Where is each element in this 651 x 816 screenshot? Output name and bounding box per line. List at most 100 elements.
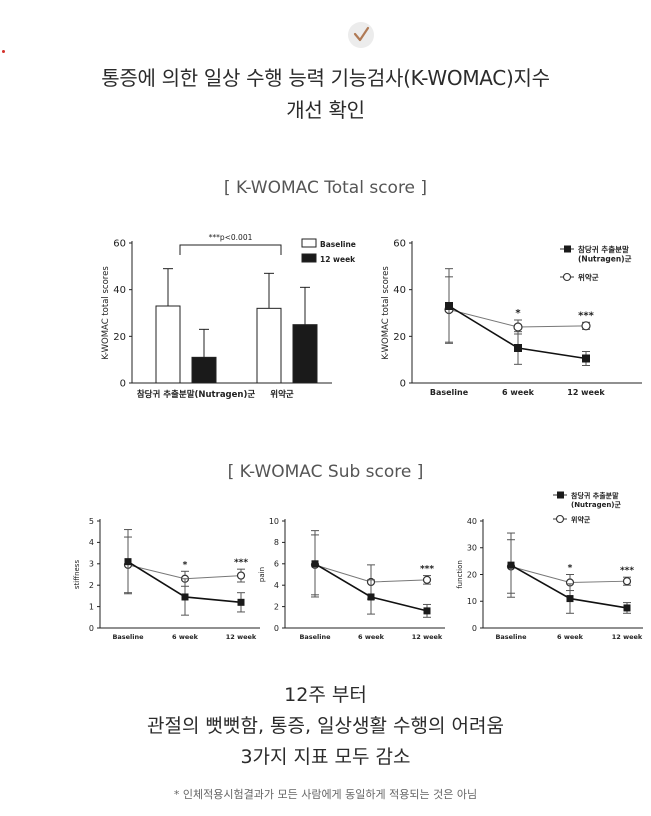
nutragen-data-point: [237, 598, 245, 606]
y-tick-label: 40: [113, 285, 126, 296]
y-tick-label: 20: [467, 570, 477, 579]
y-tick-label: 40: [393, 285, 406, 296]
legend-label: (Nutragen)군: [571, 501, 622, 509]
total-score-line-chart: 0 20 40 60 K-WOMAC total scores Baseline 6 wee…: [381, 239, 642, 397]
nutragen-data-point: [582, 354, 590, 363]
page-title-line1: 통증에 의한 일상 수행 능력 기능검사(K-WOMAC)지수: [101, 66, 550, 90]
x-tick-label: Baseline: [495, 633, 527, 641]
x-tick-label: 12 week: [226, 633, 257, 641]
placebo-data-point: [513, 322, 523, 332]
x-tick-label: 6 week: [502, 388, 535, 397]
x-tick-label: 6 week: [358, 633, 385, 641]
y-tick-label: 10: [269, 517, 279, 526]
y-axis-label: K-WOMAC total scores: [381, 266, 391, 360]
nutragen-data-point: [367, 593, 375, 601]
legend-marker: [562, 272, 572, 282]
legend-label: 참당귀 추출분말: [571, 491, 619, 500]
placebo-data-point: [422, 575, 432, 584]
y-axis-label: pain: [258, 567, 266, 582]
nutragen-data-point: [311, 560, 319, 568]
legend-label: 위약군: [571, 515, 591, 524]
y-tick-label: 0: [274, 624, 279, 633]
placebo-data-point: [622, 577, 632, 586]
nutragen-data-point: [124, 558, 132, 566]
nutragen-data-point: [423, 607, 431, 615]
significance-bracket: [179, 244, 282, 255]
nutragen-data-point: [514, 344, 522, 352]
page-title-line2: 개선 확인: [286, 98, 365, 122]
y-tick-label: 4: [274, 581, 279, 590]
y-tick-label: 3: [89, 560, 94, 569]
bar: [292, 324, 318, 384]
decorative-dot: [2, 50, 5, 53]
bar: [191, 356, 217, 384]
y-tick-label: 6: [274, 560, 279, 569]
y-tick-label: 2: [274, 602, 279, 611]
legend-label: 위약군: [578, 272, 599, 282]
y-tick-label: 20: [113, 332, 126, 343]
disclaimer-footnote: * 인체적용시험결과가 모든 사람에게 동일하게 적용되는 것은 아님: [173, 788, 478, 801]
legend-label: (Nutragen)군: [578, 255, 632, 264]
y-axis-label: function: [456, 560, 464, 589]
y-tick-label: 60: [393, 239, 406, 250]
x-tick-label: 6 week: [172, 633, 199, 641]
significance-marker: ***: [578, 310, 594, 321]
nutragen-data-point: [181, 593, 189, 601]
x-tick-label: Baseline: [112, 633, 144, 641]
y-tick-label: 20: [393, 332, 406, 343]
x-tick-label: 12 week: [612, 633, 643, 641]
legend-label: Baseline: [320, 240, 356, 249]
legend-swatch: [301, 238, 317, 248]
legend-swatch: [301, 253, 317, 263]
total-score-bar-chart: 0 20 40 60 K-WOMAC total scores 참당귀 추출분말(Nutr…: [101, 233, 356, 400]
pain-line-chart: 0 2 4 6 8 10 pain Baseline 6 week 12 week ***: [258, 517, 445, 641]
nutragen-data-point: [445, 302, 453, 310]
y-tick-label: 4: [89, 538, 94, 547]
bar: [155, 305, 181, 384]
legend-label: 12 week: [320, 255, 356, 264]
significance-marker: ***: [234, 558, 248, 568]
y-tick-label: 0: [120, 379, 126, 390]
y-tick-label: 60: [113, 239, 126, 250]
x-tick-label: Baseline: [299, 633, 331, 641]
legend-marker: [564, 245, 571, 253]
sub-score-section-label: [ K-WOMAC Sub score ]: [227, 462, 424, 482]
y-tick-label: 10: [467, 597, 477, 606]
y-tick-label: 0: [89, 624, 94, 633]
total-score-section-label: [ K-WOMAC Total score ]: [223, 178, 428, 198]
x-tick-label: 12 week: [567, 388, 605, 397]
x-category-label: 참당귀 추출분말(Nutragen)군: [137, 389, 256, 400]
placebo-data-point: [236, 571, 246, 580]
y-axis-label: K-WOMAC total scores: [101, 266, 111, 360]
legend-marker: [555, 514, 565, 524]
nutragen-data-point: [566, 595, 574, 603]
summary-line2: 관절의 뻣뻣함, 통증, 일상생활 수행의 어려움: [147, 715, 504, 737]
x-category-label: 위약군: [270, 389, 294, 400]
y-tick-label: 8: [274, 538, 279, 547]
significance-marker: *: [568, 564, 573, 574]
y-tick-label: 0: [472, 624, 477, 633]
significance-label: ***p<0.001: [209, 233, 253, 242]
significance-marker: *: [183, 560, 188, 570]
x-tick-label: 12 week: [412, 633, 443, 641]
summary-line3: 3가지 지표 모두 감소: [240, 746, 411, 768]
y-axis-label: stiffness: [73, 560, 81, 590]
y-tick-label: 5: [89, 517, 94, 526]
significance-marker: *: [515, 308, 521, 319]
nutragen-data-point: [623, 604, 631, 612]
nutragen-data-point: [507, 561, 515, 569]
placebo-data-point: [581, 321, 591, 331]
y-tick-label: 1: [89, 602, 94, 611]
legend-label: 참당귀 추출분말: [578, 244, 629, 254]
significance-marker: ***: [420, 565, 434, 575]
significance-marker: ***: [620, 566, 634, 576]
x-tick-label: Baseline: [430, 388, 469, 397]
bar: [256, 307, 282, 384]
y-tick-label: 30: [467, 544, 477, 553]
x-tick-label: 6 week: [557, 633, 584, 641]
check-icon: [348, 22, 374, 48]
summary-line1: 12주 부터: [284, 684, 367, 706]
legend-marker: [557, 491, 564, 499]
